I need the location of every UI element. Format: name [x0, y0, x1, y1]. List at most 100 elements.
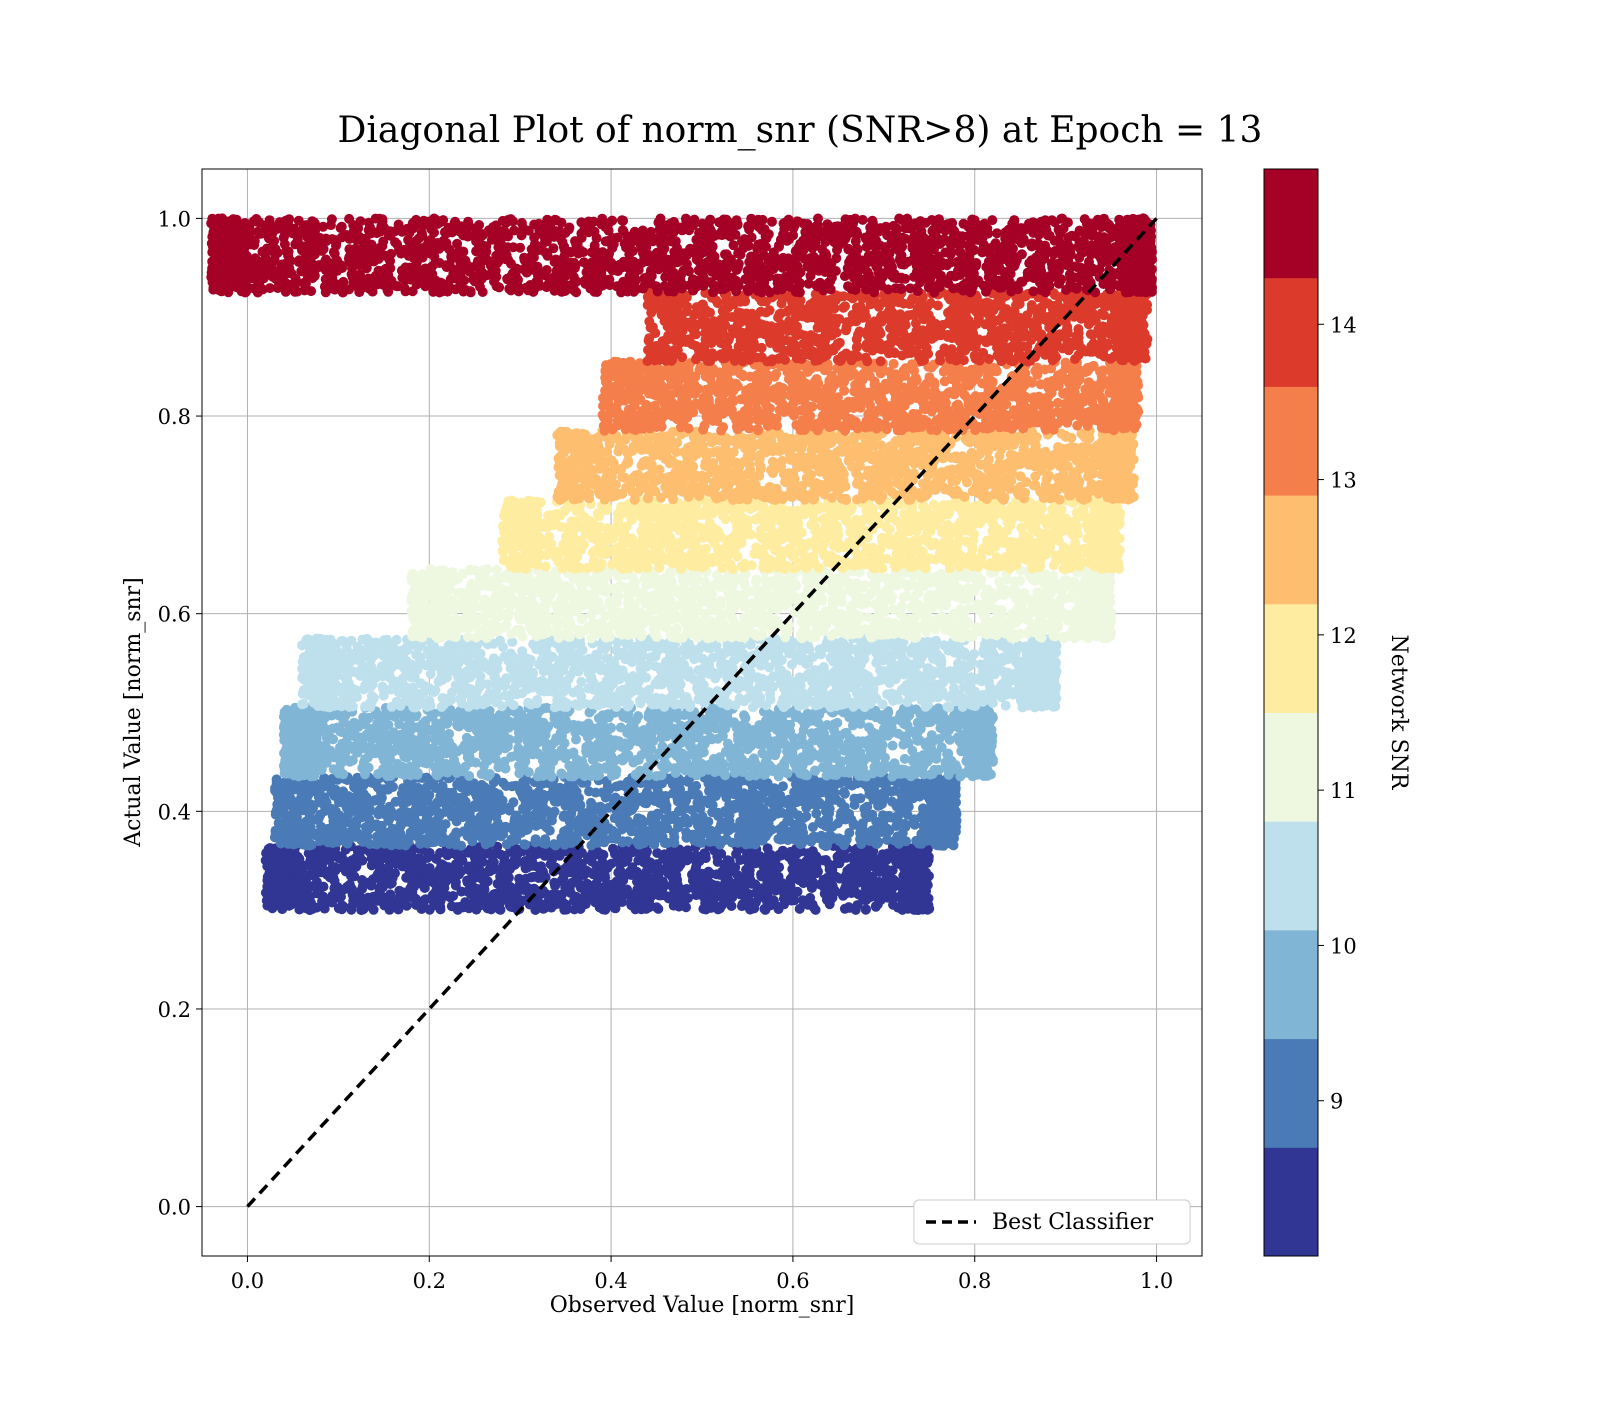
- scatter-point: [472, 900, 482, 910]
- scatter-point: [727, 838, 737, 848]
- scatter-point: [468, 815, 478, 825]
- scatter-point: [724, 825, 734, 835]
- scatter-point: [903, 792, 913, 802]
- scatter-point: [894, 839, 904, 849]
- scatter-point: [776, 764, 786, 774]
- scatter-point: [571, 735, 581, 745]
- scatter-point: [788, 871, 798, 881]
- scatter-point: [548, 782, 558, 792]
- scatter-point: [535, 789, 545, 799]
- scatter-point: [902, 867, 912, 877]
- scatter-point: [932, 839, 942, 849]
- scatter-point: [600, 870, 610, 880]
- scatter-point: [494, 896, 504, 906]
- scatter-point: [928, 805, 938, 815]
- scatter-point: [411, 899, 421, 909]
- scatter-point: [836, 811, 846, 821]
- scatter-point: [360, 769, 370, 779]
- scatter-point: [693, 790, 703, 800]
- scatter-point: [822, 841, 832, 851]
- scatter-point: [894, 892, 904, 902]
- scatter-point: [613, 781, 623, 791]
- scatter-point: [927, 730, 937, 740]
- scatter-point: [429, 900, 439, 910]
- scatter-point: [907, 847, 917, 857]
- scatter-point: [500, 851, 510, 861]
- scatter-point: [601, 882, 611, 892]
- scatter-point: [745, 839, 755, 849]
- scatter-point: [736, 831, 746, 841]
- scatter-point: [739, 788, 749, 798]
- scatter-point: [409, 882, 419, 892]
- scatter-point: [637, 890, 647, 900]
- scatter-point: [798, 828, 808, 838]
- scatter-point: [870, 786, 880, 796]
- scatter-point: [619, 857, 629, 867]
- scatter-point: [294, 854, 304, 864]
- scatter-point: [695, 804, 705, 814]
- scatter-point: [559, 792, 569, 802]
- scatter-point: [581, 810, 591, 820]
- scatter-point: [616, 723, 626, 733]
- scatter-point: [456, 887, 466, 897]
- scatter-point: [779, 899, 789, 909]
- scatter-point: [682, 846, 692, 856]
- scatter-point: [951, 822, 961, 832]
- scatter-point: [900, 884, 910, 894]
- scatter-point: [569, 904, 579, 914]
- scatter-point: [515, 881, 525, 891]
- scatter-point: [329, 883, 339, 893]
- scatter-point: [536, 903, 546, 913]
- scatter-point: [798, 895, 808, 905]
- scatter-point: [756, 828, 766, 838]
- scatter-point: [536, 861, 546, 871]
- scatter-point: [294, 823, 304, 833]
- scatter-point: [560, 829, 570, 839]
- scatter-point: [527, 861, 537, 871]
- scatter-point: [703, 817, 713, 827]
- scatter-point: [888, 741, 898, 751]
- scatter-point: [778, 781, 788, 791]
- scatter-point: [778, 821, 788, 831]
- scatter-point: [511, 781, 521, 791]
- scatter-point: [626, 870, 636, 880]
- scatter-point: [839, 889, 849, 899]
- scatter-point: [632, 797, 642, 807]
- scatter-point: [571, 870, 581, 880]
- scatter-point: [841, 728, 851, 738]
- scatter-point: [787, 889, 797, 899]
- scatter-point: [647, 889, 657, 899]
- scatter-point: [643, 900, 653, 910]
- scatter-point: [926, 829, 936, 839]
- scatter-point: [631, 903, 641, 913]
- scatter-point: [914, 901, 924, 911]
- scatter-point: [498, 829, 508, 839]
- scatter-point: [737, 878, 747, 888]
- scatter-point: [561, 724, 571, 734]
- scatter-point: [813, 750, 823, 760]
- scatter-point: [759, 804, 769, 814]
- scatter-point: [925, 790, 935, 800]
- scatter-point: [608, 844, 618, 854]
- scatter-point: [798, 878, 808, 888]
- scatter-point: [393, 905, 403, 915]
- scatter-point: [918, 803, 928, 813]
- scatter-point: [271, 807, 281, 817]
- scatter-point: [873, 899, 883, 909]
- scatter-point: [344, 791, 354, 801]
- scatter-point: [635, 834, 645, 844]
- scatter-point: [691, 862, 701, 872]
- scatter-point: [331, 785, 341, 795]
- scatter-point: [795, 904, 805, 914]
- scatter-point: [438, 781, 448, 791]
- scatter-point: [552, 895, 562, 905]
- scatter-point: [388, 782, 398, 792]
- scatter-point: [669, 838, 679, 848]
- scatter-point: [873, 821, 883, 831]
- chart-title: Diagonal Plot of norm_snr (SNR>8) at Epo…: [338, 110, 1263, 151]
- scatter-point: [705, 837, 715, 847]
- scatter-point: [311, 830, 321, 840]
- scatter-point: [812, 868, 822, 878]
- scatter-point: [942, 837, 952, 847]
- scatter-point: [727, 866, 737, 876]
